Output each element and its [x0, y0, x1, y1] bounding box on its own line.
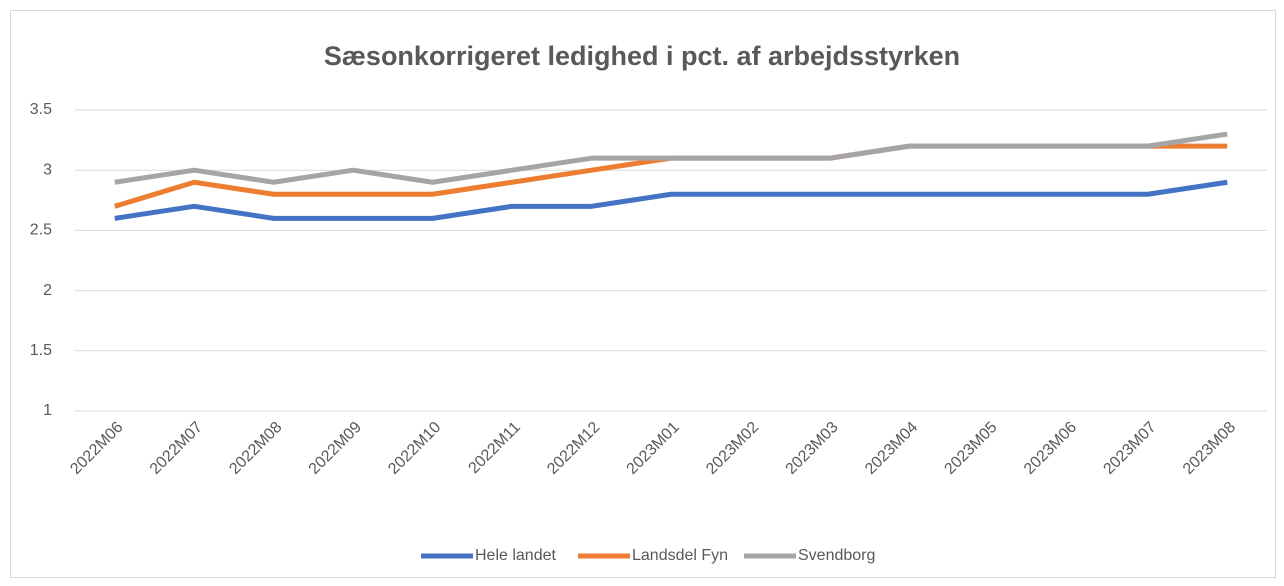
y-tick-label: 3.5 — [30, 101, 52, 118]
y-tick-label: 1 — [43, 402, 52, 419]
chart-border — [10, 10, 1276, 578]
legend-label: Hele landet — [475, 547, 557, 564]
y-tick-label: 2 — [43, 282, 52, 299]
legend-label: Landsdel Fyn — [632, 547, 728, 564]
y-tick-label: 3 — [43, 161, 52, 178]
chart-title: Sæsonkorrigeret ledighed i pct. af arbej… — [324, 41, 960, 71]
legend-label: Svendborg — [798, 547, 875, 564]
y-tick-label: 2.5 — [30, 222, 52, 239]
y-tick-label: 1.5 — [30, 342, 52, 359]
series-line — [114, 179, 1228, 221]
series-line — [114, 131, 1228, 185]
